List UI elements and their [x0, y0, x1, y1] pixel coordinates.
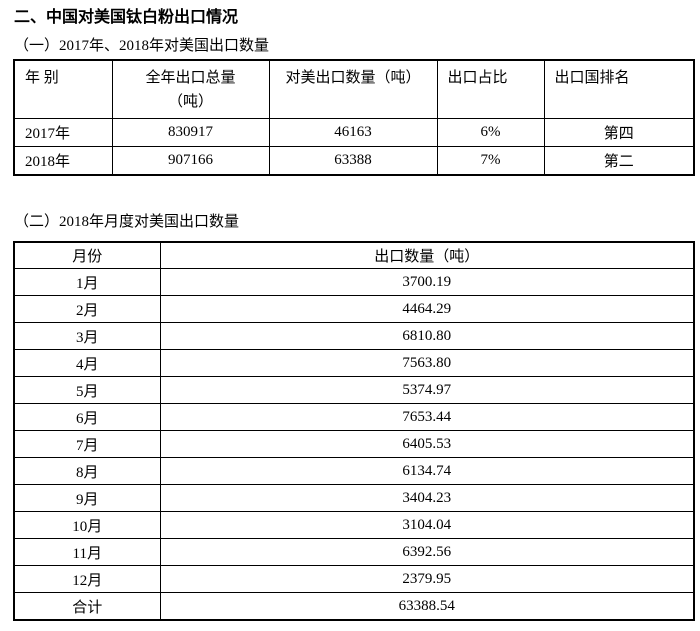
table-row: 合计 63388.54	[13, 592, 695, 621]
table-row: 5月 5374.97	[13, 376, 695, 404]
section-2-heading: （二）2018年月度对美国出口数量	[14, 214, 240, 230]
table-row: 2018年 907166 63388 7% 第二	[13, 146, 695, 176]
table-cell: 7563.80	[159, 349, 695, 377]
table-cell: 5月	[13, 376, 161, 404]
table-cell: 合计	[13, 592, 161, 621]
table-row: 7月 6405.53	[13, 430, 695, 458]
table-cell: 8月	[13, 457, 161, 485]
table-cell: 6134.74	[159, 457, 695, 485]
table-cell: 63388	[268, 146, 438, 176]
table-cell: 2379.95	[159, 565, 695, 593]
table-cell: 63388.54	[159, 592, 695, 621]
table-cell: 6810.80	[159, 322, 695, 350]
table-cell: 5374.97	[159, 376, 695, 404]
column-header: 年 别	[13, 59, 113, 119]
table-cell: 1月	[13, 268, 161, 296]
table-cell: 6月	[13, 403, 161, 431]
column-header: 全年出口总量 （吨）	[111, 59, 270, 119]
table-cell: 2月	[13, 295, 161, 323]
table-cell: 7653.44	[159, 403, 695, 431]
table-cell: 2017年	[13, 118, 113, 147]
table-row: 1月 3700.19	[13, 268, 695, 296]
table-cell: 3月	[13, 322, 161, 350]
annual-table-header-row: 年 别全年出口总量 （吨） 对美出口数量（吨） 出口占比 出口国排名	[13, 59, 695, 119]
table-cell: 11月	[13, 538, 161, 566]
column-header: 月份	[13, 241, 161, 269]
table-cell: 7%	[436, 146, 545, 176]
table-cell: 7月	[13, 430, 161, 458]
table-row: 9月 3404.23	[13, 484, 695, 512]
table-cell: 4464.29	[159, 295, 695, 323]
table-cell: 3104.04	[159, 511, 695, 539]
table-cell: 4月	[13, 349, 161, 377]
section-1-heading: （一）2017年、2018年对美国出口数量	[14, 38, 270, 54]
column-header: 出口占比	[436, 59, 545, 119]
table-row: 11月 6392.56	[13, 538, 695, 566]
column-header: 出口国排名	[543, 59, 695, 119]
table-row: 6月 7653.44	[13, 403, 695, 431]
column-header: 出口数量（吨）	[159, 241, 695, 269]
table-cell: 830917	[111, 118, 270, 147]
table-cell: 12月	[13, 565, 161, 593]
table-row: 2月 4464.29	[13, 295, 695, 323]
table-cell: 2018年	[13, 146, 113, 176]
table-cell: 6%	[436, 118, 545, 147]
annual-export-table: 年 别全年出口总量 （吨） 对美出口数量（吨） 出口占比 出口国排名 2017年 830…	[13, 59, 695, 176]
table-row: 8月 6134.74	[13, 457, 695, 485]
table-row: 2017年 830917 46163 6% 第四	[13, 118, 695, 147]
table-row: 4月 7563.80	[13, 349, 695, 377]
table-cell: 3404.23	[159, 484, 695, 512]
table-row: 10月 3104.04	[13, 511, 695, 539]
table-cell: 第四	[543, 118, 695, 147]
table-cell: 6392.56	[159, 538, 695, 566]
monthly-table-header-row: 月份 出口数量（吨）	[13, 241, 695, 269]
page-title: 二、中国对美国钛白粉出口情况	[14, 9, 239, 26]
table-row: 12月 2379.95	[13, 565, 695, 593]
table-cell: 10月	[13, 511, 161, 539]
table-cell: 3700.19	[159, 268, 695, 296]
table-cell: 907166	[111, 146, 270, 176]
table-cell: 6405.53	[159, 430, 695, 458]
table-cell: 46163	[268, 118, 438, 147]
monthly-export-table: 月份 出口数量（吨） 1月 3700.19 2月 4464.29 3月 6810.80 4月 7…	[13, 241, 695, 621]
table-row: 3月 6810.80	[13, 322, 695, 350]
table-cell: 9月	[13, 484, 161, 512]
table-cell: 第二	[543, 146, 695, 176]
column-header: 对美出口数量（吨）	[268, 59, 438, 119]
